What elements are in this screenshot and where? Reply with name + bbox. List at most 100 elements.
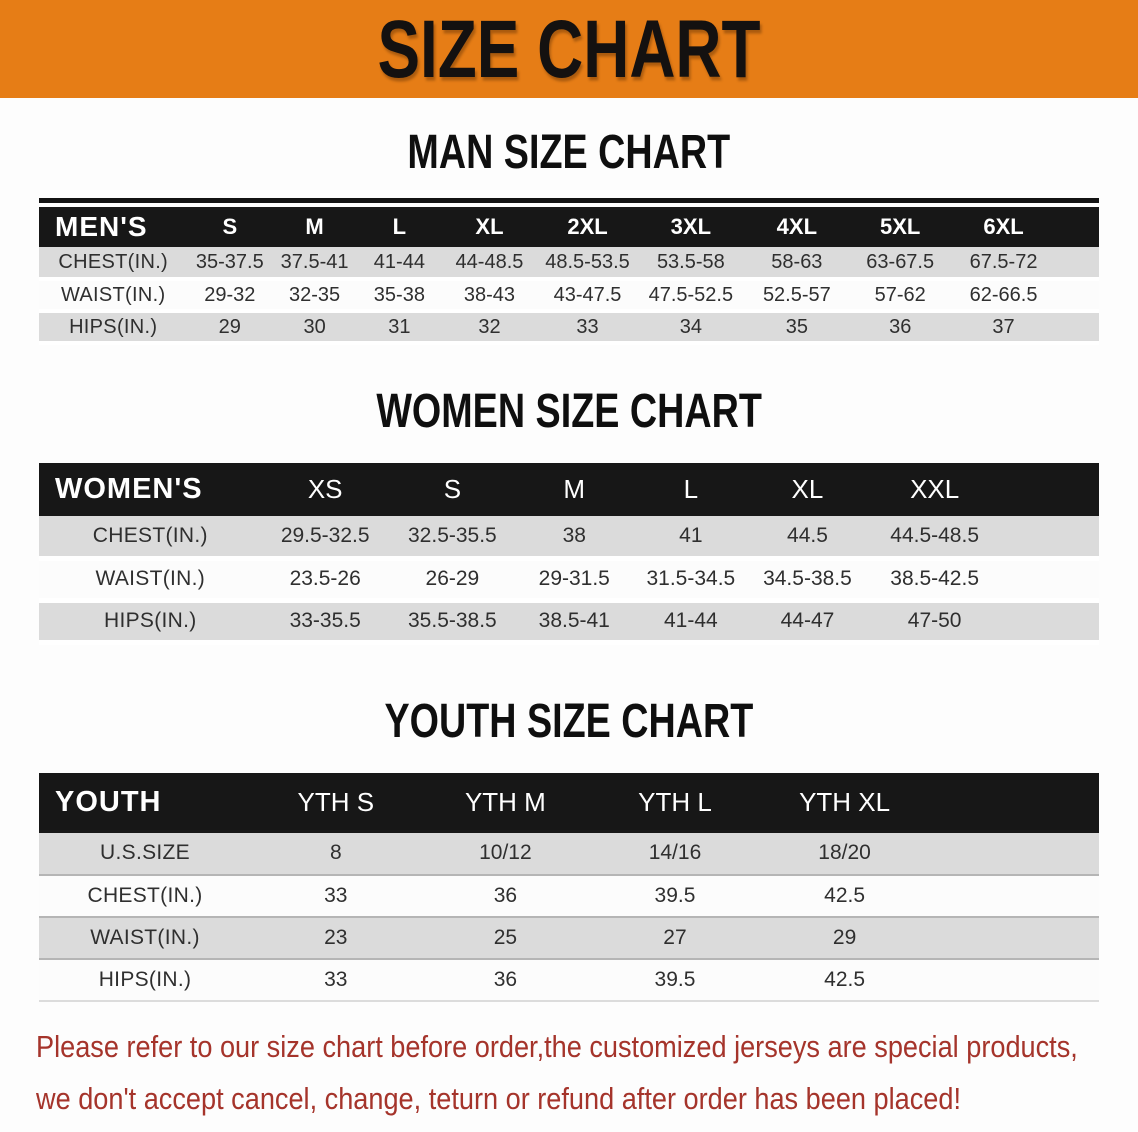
size-column-header: 5XL [849, 207, 951, 247]
row-filler-cell [929, 833, 1099, 875]
table-row: HIPS(IN.) 33-35.5 35.5-38.5 38.5-41 41-44 44-… [39, 600, 1099, 645]
size-value-cell: 57-62 [849, 279, 951, 313]
size-value-cell: 62-66.5 [950, 279, 1057, 313]
row-label: CHEST(IN.) [39, 516, 262, 561]
size-value-cell: 32 [441, 311, 538, 345]
size-value-cell: 35-38 [356, 279, 442, 313]
size-value-cell: 52.5-57 [743, 279, 850, 313]
size-value-cell: 38-43 [441, 279, 538, 313]
table-row: WAIST(IN.) 23 25 27 29 [39, 915, 1099, 959]
size-value-cell: 33 [537, 311, 638, 345]
size-value-cell: 43-47.5 [537, 279, 638, 313]
size-value-cell: 44-48.5 [441, 247, 538, 281]
size-value-cell: 33-35.5 [261, 600, 389, 645]
size-value-cell: 37.5-41 [272, 247, 357, 281]
mens-size-table: MEN'S S M L XL 2XL 3XL 4XL 5XL 6XL CHEST(IN.) 35-37… [39, 207, 1099, 345]
size-value-cell: 39.5 [590, 873, 760, 917]
row-filler-cell [1056, 311, 1099, 345]
row-label: HIPS(IN.) [39, 957, 251, 1002]
size-value-cell: 67.5-72 [950, 247, 1057, 281]
size-value-cell: 44.5 [749, 516, 866, 561]
table-row: CHEST(IN.) 29.5-32.5 32.5-35.5 38 41 44.5 44.5… [39, 516, 1099, 561]
size-value-cell: 44-47 [749, 600, 866, 645]
size-value-cell: 33 [251, 957, 421, 1002]
size-value-cell: 29-31.5 [515, 558, 633, 603]
size-value-cell: 44.5-48.5 [865, 516, 1004, 561]
section-youth: YOUTH SIZE CHART YOUTH YTH S YTH M YTH L YTH … [0, 645, 1138, 1002]
size-value-cell: 39.5 [590, 957, 760, 1002]
size-value-cell: 33 [251, 873, 421, 917]
size-column-header: YTH S [251, 772, 421, 833]
size-value-cell: 48.5-53.5 [537, 247, 638, 281]
table-group-label: MEN'S [39, 207, 188, 247]
row-label: U.S.SIZE [100, 841, 190, 864]
size-chart-banner: SIZE CHART [0, 0, 1138, 98]
table-row: WAIST(IN.) 23.5-26 26-29 29-31.5 31.5-34.5 34… [39, 558, 1099, 603]
size-value-cell: 18/20 [818, 841, 871, 864]
size-value-cell: 29 [759, 915, 930, 959]
size-column-header: M [272, 207, 357, 247]
order-notice: Please refer to our size chart before or… [36, 1026, 1138, 1122]
size-value-cell: 27 [590, 915, 760, 959]
header-filler-cell [1056, 207, 1099, 247]
size-value-cell: 35.5-38.5 [388, 600, 516, 645]
size-value-cell: 31.5-34.5 [632, 558, 750, 603]
size-value-cell: 32.5-35.5 [388, 516, 516, 561]
section-heading-text: YOUTH SIZE CHART [384, 692, 754, 747]
row-label: CHEST(IN.) [39, 247, 188, 281]
size-value-cell: 29.5-32.5 [261, 516, 389, 561]
table-row: CHEST(IN.) 33 36 39.5 42.5 [39, 873, 1099, 917]
row-filler-cell [1056, 247, 1099, 281]
size-value-cell: 30 [272, 311, 357, 345]
table-group-label: YOUTH [39, 772, 251, 833]
size-column-header: XS [261, 463, 389, 516]
youth-section-heading: YOUTH SIZE CHART [0, 645, 1138, 773]
row-label: CHEST(IN.) [39, 873, 251, 917]
table-row: HIPS(IN.) 33 36 39.5 42.5 [39, 957, 1099, 1002]
row-label: WAIST(IN.) [39, 915, 251, 959]
size-value-cell: 42.5 [759, 957, 930, 1002]
size-value-cell: 38.5-42.5 [865, 558, 1004, 603]
size-value-cell: 8 [329, 841, 342, 864]
size-value-cell: 58-63 [743, 247, 850, 281]
header-filler-cell [1003, 463, 1099, 516]
table-row: U.S.SIZE 8 10/12 14/16 18/20 [39, 832, 1099, 875]
size-value-cell: 31 [356, 311, 442, 345]
size-chart-sections: MAN SIZE CHART MEN'S S M L XL 2XL 3XL 4XL 5XL 6XL C… [0, 98, 1138, 1002]
size-column-header: 2XL [537, 207, 638, 247]
notice-line-2: we don't accept cancel, change, teturn o… [36, 1081, 962, 1117]
size-value-cell: 36 [420, 873, 591, 917]
table-top-rule [39, 198, 1099, 203]
size-column-header: M [515, 463, 633, 516]
table-header-row: YOUTH YTH S YTH M YTH L YTH XL [39, 772, 1099, 833]
row-filler-cell [929, 957, 1099, 1002]
size-value-cell: 35 [743, 311, 850, 345]
row-filler-cell [929, 873, 1099, 917]
size-column-header: XL [749, 463, 866, 516]
size-value-cell: 38 [515, 516, 633, 561]
row-label: HIPS(IN.) [39, 311, 188, 345]
header-filler-cell [929, 772, 1099, 833]
table-header-row: MEN'S S M L XL 2XL 3XL 4XL 5XL 6XL [39, 207, 1099, 247]
row-filler-cell [1056, 279, 1099, 313]
size-value-cell: 34.5-38.5 [749, 558, 866, 603]
size-column-header: S [187, 207, 273, 247]
table-row: WAIST(IN.) 29-32 32-35 35-38 38-43 43-47.5 47.… [39, 279, 1099, 313]
size-column-header: YTH L [590, 772, 760, 833]
size-column-header: XXL [865, 463, 1004, 516]
table-header-row: WOMEN'S XS S M L XL XXL [39, 463, 1099, 516]
size-value-cell: 47-50 [865, 600, 1004, 645]
row-label: HIPS(IN.) [39, 600, 262, 645]
size-column-header: L [356, 207, 442, 247]
size-value-cell: 29-32 [187, 279, 273, 313]
size-column-header: 4XL [743, 207, 850, 247]
size-column-header: 6XL [950, 207, 1057, 247]
section-heading-text: MAN SIZE CHART [407, 123, 731, 179]
size-value-cell: 41-44 [632, 600, 750, 645]
size-column-header: YTH XL [759, 772, 930, 833]
size-value-cell: 38.5-41 [515, 600, 633, 645]
size-value-cell: 36 [420, 957, 591, 1002]
size-value-cell: 25 [420, 915, 591, 959]
size-value-cell: 36 [849, 311, 951, 345]
table-row: CHEST(IN.) 35-37.5 37.5-41 41-44 44-48.5 48.5… [39, 247, 1099, 281]
